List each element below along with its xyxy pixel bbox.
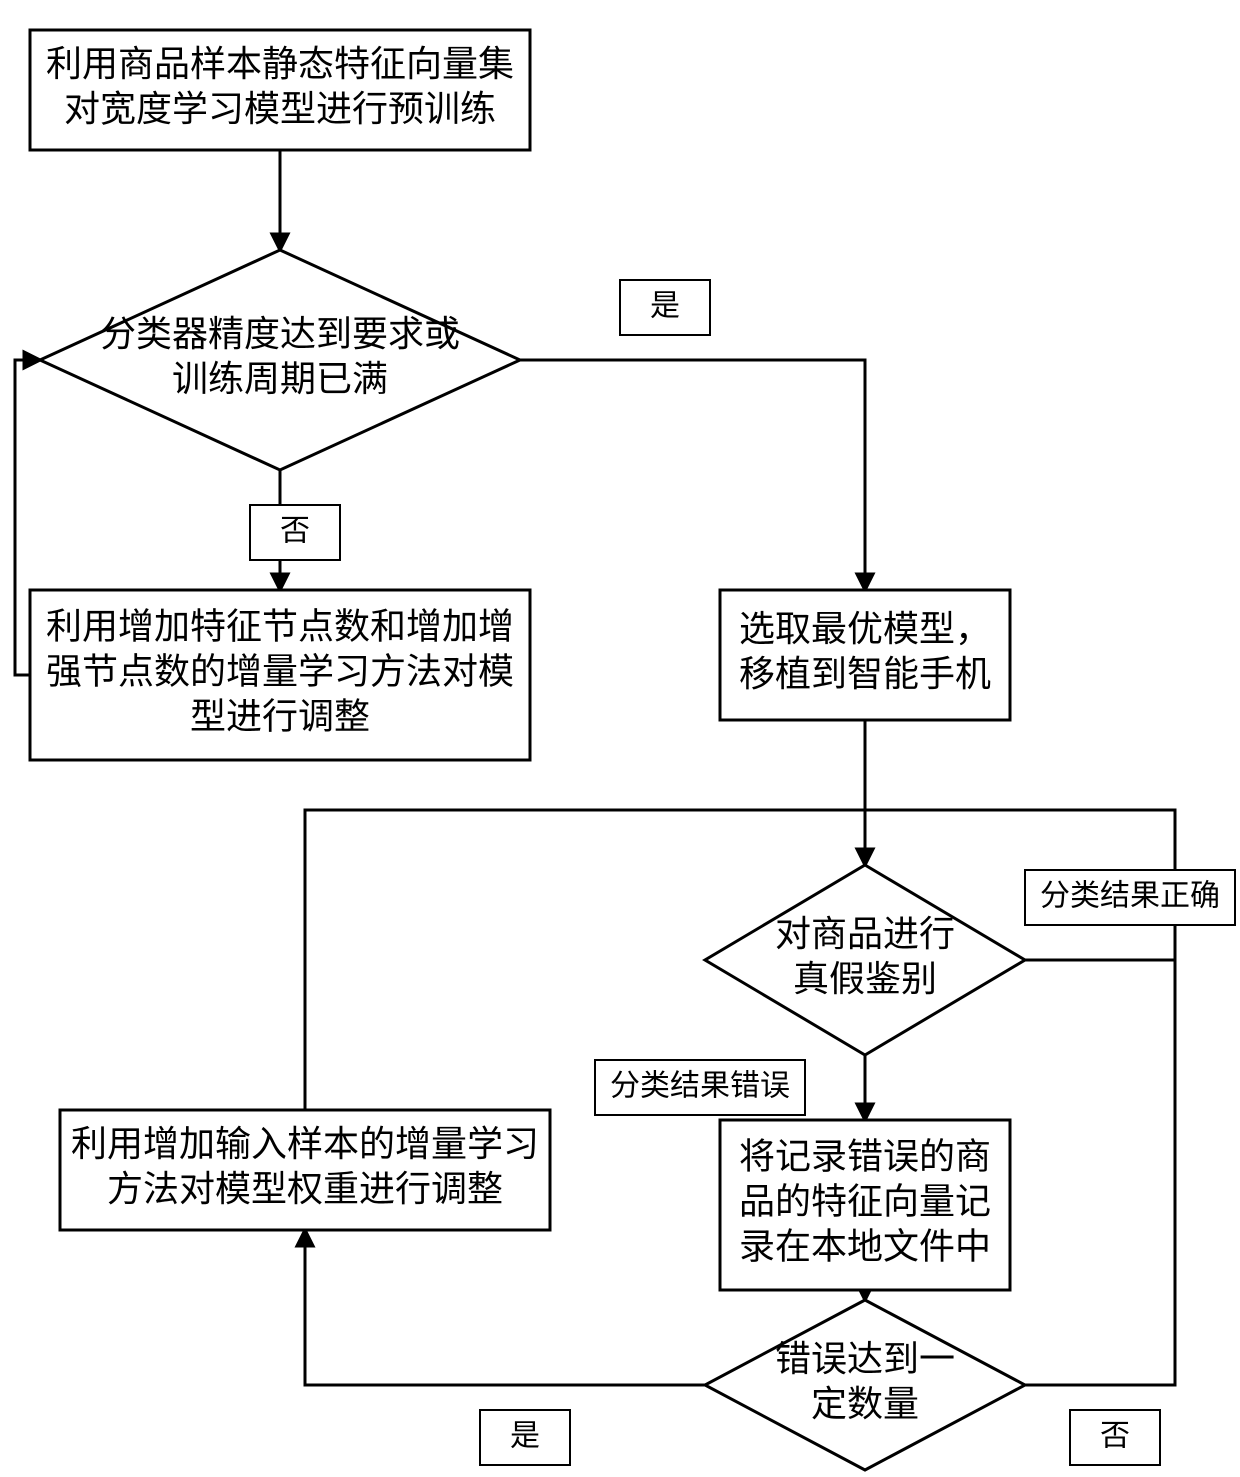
svg-text:错误达到一: 错误达到一	[775, 1339, 955, 1379]
d_error_count-yes-to-adjust_weights	[305, 1230, 705, 1385]
svg-text:利用增加特征节点数和增加增: 利用增加特征节点数和增加增	[46, 606, 514, 646]
node-pretrain: 利用商品样本静态特征向量集对宽度学习模型进行预训练	[30, 30, 530, 150]
svg-text:将记录错误的商: 将记录错误的商	[739, 1136, 991, 1176]
d_accuracy-yes-to-select_model	[520, 360, 865, 590]
svg-text:移植到智能手机: 移植到智能手机	[739, 654, 991, 694]
label-no2: 否	[1070, 1410, 1160, 1465]
node-adjust_nodes: 利用增加特征节点数和增加增强节点数的增量学习方法对模型进行调整	[30, 590, 530, 760]
svg-text:品的特征向量记: 品的特征向量记	[739, 1181, 991, 1221]
svg-text:利用商品样本静态特征向量集: 利用商品样本静态特征向量集	[46, 44, 514, 84]
node-d_verify: 对商品进行真假鉴别	[705, 865, 1025, 1055]
svg-text:分类器精度达到要求或: 分类器精度达到要求或	[100, 314, 460, 354]
svg-text:选取最优模型，: 选取最优模型，	[739, 609, 991, 649]
svg-text:是: 是	[650, 289, 680, 322]
svg-text:利用增加输入样本的增量学习: 利用增加输入样本的增量学习	[71, 1124, 539, 1164]
svg-text:分类结果错误: 分类结果错误	[610, 1069, 790, 1102]
node-select_model: 选取最优模型， 移植到智能手机	[720, 590, 1010, 720]
svg-text:方法对模型权重进行调整: 方法对模型权重进行调整	[107, 1169, 503, 1209]
svg-text:型进行调整: 型进行调整	[190, 696, 370, 736]
node-d_error_count: 错误达到一定数量	[705, 1300, 1025, 1470]
node-d_accuracy: 分类器精度达到要求或训练周期已满	[40, 250, 520, 470]
svg-text:是: 是	[510, 1419, 540, 1452]
svg-text:训练周期已满: 训练周期已满	[172, 359, 388, 399]
label-wrong: 分类结果错误	[595, 1060, 805, 1115]
svg-text:定数量: 定数量	[811, 1384, 919, 1424]
svg-text:分类结果正确: 分类结果正确	[1040, 879, 1220, 912]
node-adjust_weights: 利用增加输入样本的增量学习方法对模型权重进行调整	[60, 1110, 550, 1230]
label-no1: 否	[250, 505, 340, 560]
label-yes1: 是	[620, 280, 710, 335]
svg-text:否: 否	[1100, 1419, 1130, 1452]
svg-text:录在本地文件中: 录在本地文件中	[739, 1226, 991, 1266]
label-correct: 分类结果正确	[1025, 870, 1235, 925]
svg-text:对商品进行: 对商品进行	[775, 914, 955, 954]
node-record_error: 将记录错误的商品的特征向量记录在本地文件中	[720, 1120, 1010, 1290]
svg-text:对宽度学习模型进行预训练: 对宽度学习模型进行预训练	[64, 89, 496, 129]
svg-text:否: 否	[280, 514, 310, 547]
svg-text:真假鉴别: 真假鉴别	[793, 959, 937, 999]
svg-text:强节点数的增量学习方法对模: 强节点数的增量学习方法对模	[46, 651, 514, 691]
label-yes2: 是	[480, 1410, 570, 1465]
